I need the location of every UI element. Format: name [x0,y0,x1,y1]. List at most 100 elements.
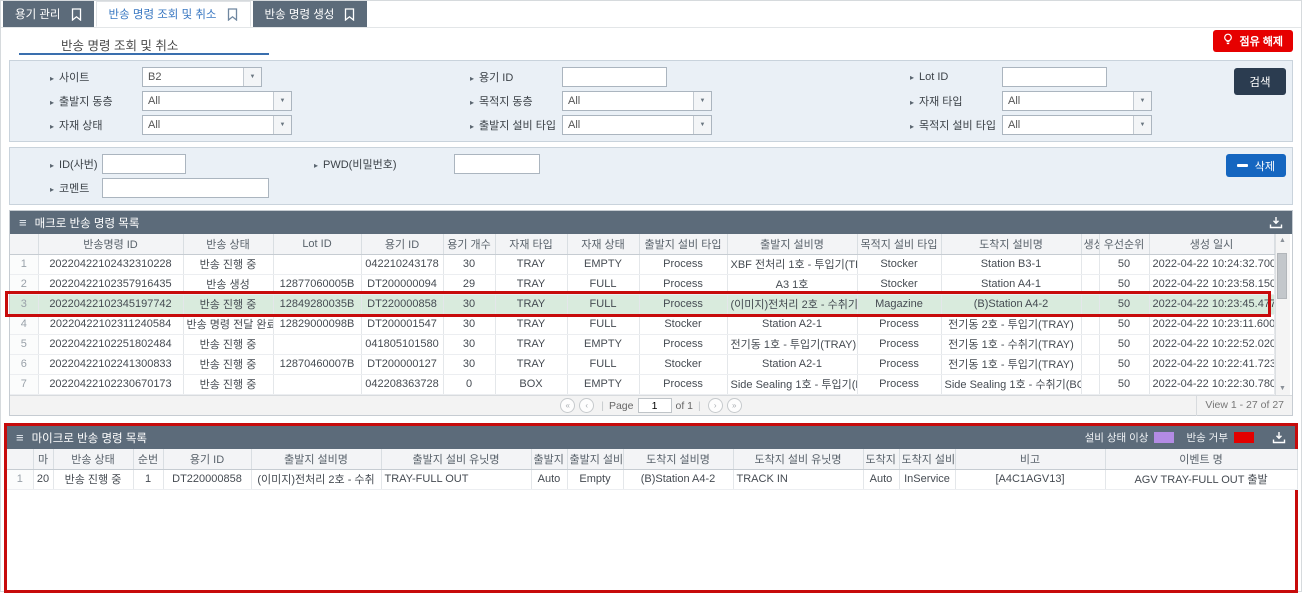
cell[interactable]: 2022-04-22 10:23:11.600 [1149,314,1275,335]
cell[interactable]: AGV TRAY-FULL OUT 출발 [1105,469,1298,490]
cell[interactable]: (이미지)전처리 2호 - 수취기 [727,294,858,315]
cell[interactable]: FULL [567,314,640,335]
cell[interactable]: [A4C1AGV13] [955,469,1106,490]
cell[interactable]: 12829000098B [273,314,362,335]
cell[interactable]: DT220000858 [361,294,444,315]
cell[interactable]: Stocker [857,274,942,295]
id-input[interactable] [102,154,186,174]
tab-transfer-order-search-cancel[interactable]: 반송 명령 조회 및 취소 [95,1,251,27]
src-floor-select[interactable]: All [142,91,292,111]
cell[interactable]: TRAY [495,314,568,335]
cell[interactable] [1081,274,1100,295]
cell[interactable]: 전기동 1호 - 투입기(TRAY) [941,354,1082,375]
cell[interactable]: 50 [1099,334,1150,355]
cell[interactable]: 2022-04-22 10:22:30.780 [1149,374,1275,396]
cell[interactable]: FULL [567,354,640,375]
cell[interactable]: 2 [10,274,39,295]
cell[interactable]: 20220422102230670173 [38,374,184,396]
cell[interactable]: XBF 전처리 1호 - 투입기(TR [727,254,858,275]
cell[interactable]: 전기동 1호 - 투입기(TRAY) [727,334,858,355]
cell[interactable]: 전기동 2호 - 투입기(TRAY) [941,314,1082,335]
cell[interactable] [273,254,362,275]
dst-floor-select[interactable]: All [562,91,712,111]
cell[interactable]: 50 [1099,374,1150,396]
cell[interactable]: TRAY [495,274,568,295]
cell[interactable]: 0 [443,374,496,396]
cell[interactable]: 30 [443,314,496,335]
cell[interactable]: Process [639,374,728,396]
cell[interactable]: Stocker [639,314,728,335]
occupy-release-button[interactable]: 점유 해제 [1213,30,1293,52]
cell[interactable]: 1 [133,469,164,490]
cell[interactable]: 반송 생성 [183,274,274,295]
cell[interactable] [1081,334,1100,355]
cell[interactable]: 12877060005B [273,274,362,295]
material-state-select[interactable]: All [142,115,292,135]
cell[interactable]: 12849280035B [273,294,362,315]
table-row[interactable]: 6 20220422102241300833 반송 진행 중 12870460007B… [10,354,1275,375]
cell[interactable]: 4 [10,314,39,335]
lot-id-input[interactable] [1002,67,1107,87]
cell[interactable]: 20 [33,469,54,490]
table-row[interactable]: 3 20220422102345197742 반송 진행 중 12849280035B… [10,294,1275,315]
page-number-input[interactable] [637,398,672,413]
cell[interactable]: Auto [863,469,900,490]
cell[interactable]: 2022-04-22 10:24:32.700 [1149,254,1275,275]
scrollbar-track[interactable] [1275,247,1290,382]
pwd-input[interactable] [454,154,540,174]
cell[interactable]: Empty [567,469,624,490]
cell[interactable] [1081,354,1100,375]
cell[interactable]: DT200000127 [361,354,444,375]
cell[interactable]: 20220422102241300833 [38,354,184,375]
cell[interactable]: 2022-04-22 10:22:52.020 [1149,334,1275,355]
cell[interactable]: 반송 진행 중 [53,469,134,490]
cell[interactable]: TRAY [495,294,568,315]
cell[interactable]: 29 [443,274,496,295]
cell[interactable]: EMPTY [567,374,640,396]
table-row[interactable]: 1 20220422102432310228 반송 진행 중 042210243178… [10,254,1275,275]
tab-transfer-order-create[interactable]: 반송 명령 생성 [252,1,368,27]
cell[interactable]: A3 1호 [727,274,858,295]
cell[interactable]: 반송 진행 중 [183,254,274,275]
cell[interactable]: Process [639,274,728,295]
cell[interactable]: 반송 진행 중 [183,374,274,396]
cell[interactable]: 042210243178 [361,254,444,275]
cell[interactable]: 50 [1099,254,1150,275]
cell[interactable]: Process [639,254,728,275]
cell[interactable]: 20220422102345197742 [38,294,184,315]
cell[interactable]: TRAY-FULL OUT [381,469,532,490]
cell[interactable]: 30 [443,294,496,315]
cell[interactable]: (B)Station A4-2 [623,469,734,490]
cell[interactable]: 전기동 1호 - 수취기(TRAY) [941,334,1082,355]
bookmark-icon[interactable] [344,7,355,21]
cell[interactable] [273,374,362,396]
cell[interactable]: 2022-04-22 10:23:45.477 [1149,294,1275,315]
tab-container-management[interactable]: 용기 관리 [3,1,94,27]
cell[interactable]: 20220422102251802484 [38,334,184,355]
cell[interactable]: TRAY [495,334,568,355]
cell[interactable]: EMPTY [567,334,640,355]
cell[interactable]: Process [857,354,942,375]
cell[interactable]: 반송 명령 전달 완료 [183,314,274,335]
prev-page-button[interactable]: ‹ [579,398,595,413]
table-row[interactable]: 5 20220422102251802484 반송 진행 중 041805101580… [10,334,1275,355]
site-select[interactable]: B2 [142,67,262,87]
scroll-up-icon[interactable]: ▲ [1279,237,1286,244]
delete-button[interactable]: 삭제 [1225,154,1286,177]
cell[interactable]: Process [857,334,942,355]
cell[interactable]: BOX [495,374,568,396]
cell[interactable]: 20220422102432310228 [38,254,184,275]
cell[interactable]: 30 [443,354,496,375]
cell[interactable]: 30 [443,334,496,355]
table-row[interactable]: 4 20220422102311240584 반송 명령 전달 완료 12829000… [10,314,1275,335]
cell[interactable]: Stocker [857,254,942,275]
cell[interactable] [1081,374,1100,396]
bookmark-icon[interactable] [71,7,82,21]
dst-equip-type-select[interactable]: All [1002,115,1152,135]
cell[interactable]: 2022-04-22 10:23:58.150 [1149,274,1275,295]
cell[interactable]: 12870460007B [273,354,362,375]
cell[interactable]: 041805101580 [361,334,444,355]
src-equip-type-select[interactable]: All [562,115,712,135]
cell[interactable]: 1 [7,469,34,490]
cell[interactable]: Station B3-1 [941,254,1082,275]
